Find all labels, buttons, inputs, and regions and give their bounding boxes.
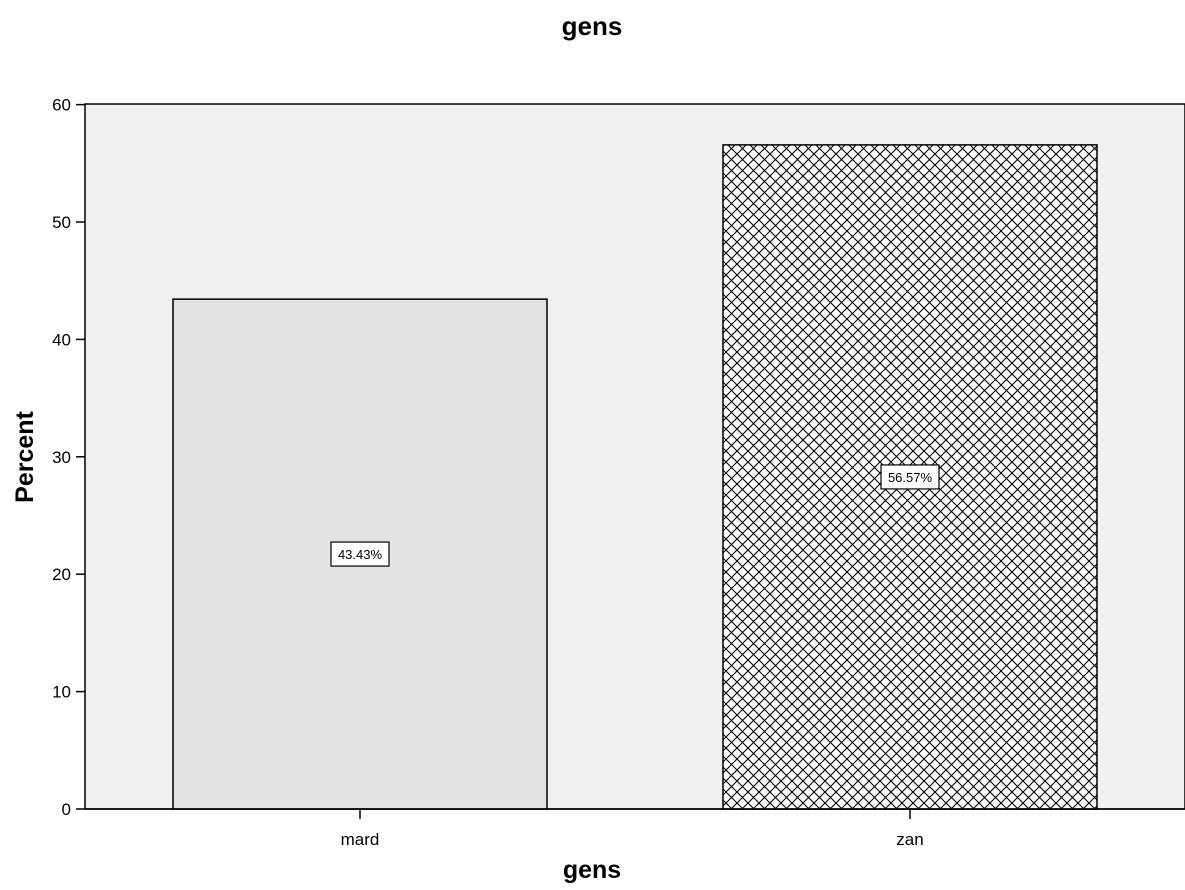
data-label: 56.57% [888,470,933,485]
y-tick-label: 10 [52,683,71,702]
x-tick-label: mard [341,830,380,849]
data-label: 43.43% [338,547,383,562]
data-label-box [330,541,390,567]
y-axis-title: Percent [11,410,39,502]
y-tick-label: 30 [52,448,71,467]
data-labels: 43.43% 56.57% [330,464,940,567]
y-axis: 0 10 20 30 40 50 60 [52,96,85,819]
x-axis-title: gens [563,856,621,884]
data-label-box [880,464,940,490]
x-tick-label: zan [896,830,923,849]
y-tick-label: 20 [52,565,71,584]
y-tick-label: 40 [52,330,71,349]
y-tick-label: 60 [52,96,71,115]
chart-title: gens [562,11,623,41]
y-tick-label: 50 [52,213,71,232]
y-tick-label: 0 [62,800,71,819]
x-axis: mard zan [85,808,1185,849]
